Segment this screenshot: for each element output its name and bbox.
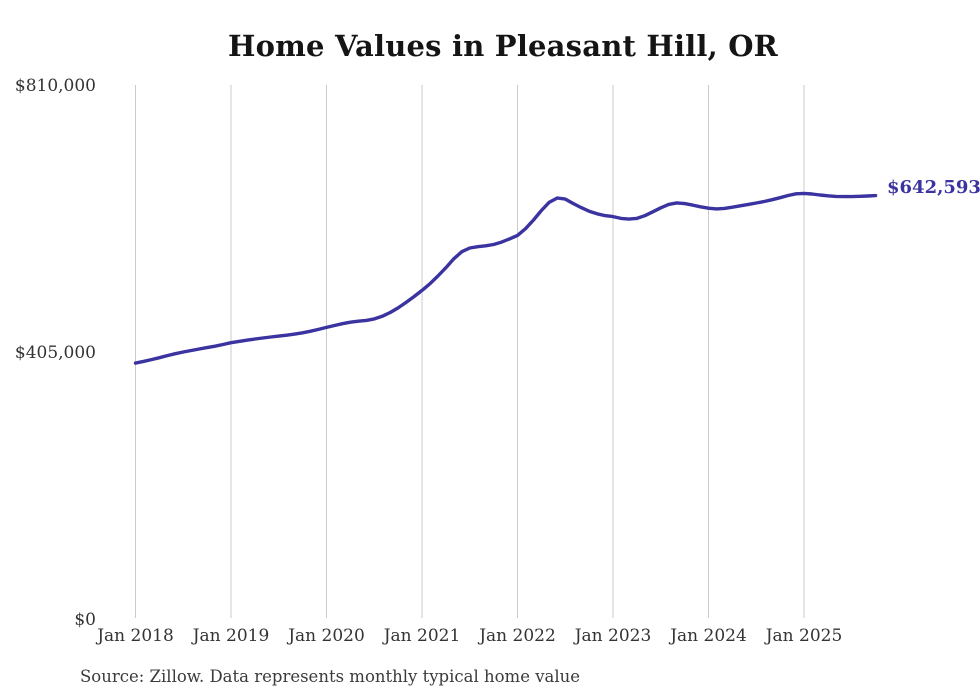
latest-value-label: $642,593 [887,177,980,198]
y-axis-label-405000: $405,000 [14,343,96,363]
x-axis-label-jan-2023: Jan 2023 [574,626,652,646]
home-value-line [133,191,878,365]
x-axis-label-jan-2022: Jan 2022 [479,626,556,646]
x-axis-label-jan-2020: Jan 2020 [288,626,365,646]
x-axis-label-jan-2021: Jan 2021 [383,626,461,646]
y-axis-label-0: $0 [74,610,96,630]
x-axis-label-jan-2018: Jan 2018 [97,626,174,646]
source-note: Source: Zillow. Data represents monthly … [80,667,581,686]
x-axis-label-jan-2024: Jan 2024 [670,626,747,646]
chart-title: Home Values in Pleasant Hill, OR [228,29,778,63]
y-axis-label-810000: $810,000 [14,76,96,96]
x-axis-label-jan-2019: Jan 2019 [192,626,270,646]
x-axis-label-jan-2025: Jan 2025 [765,626,843,646]
